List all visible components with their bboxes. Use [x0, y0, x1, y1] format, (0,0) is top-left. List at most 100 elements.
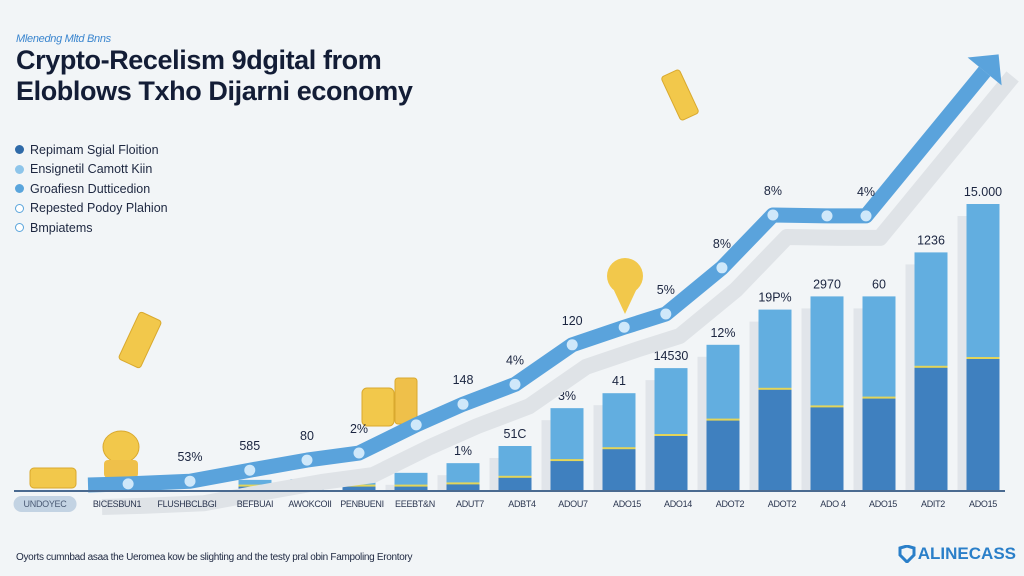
- bar-value-label: 1236: [917, 233, 945, 247]
- line-point: [767, 209, 779, 221]
- bar-value-label: 2970: [813, 277, 841, 291]
- bar-value-label: 60: [872, 277, 886, 291]
- decorations: [29, 69, 699, 489]
- gold-bar-icon: [118, 311, 162, 369]
- line-point: [184, 475, 196, 487]
- bar-split: [810, 405, 844, 408]
- legend-label: Groafiesn Dutticedion: [30, 181, 151, 196]
- bar-value-label: 14530: [654, 349, 689, 363]
- legend-dot-icon: [15, 184, 24, 194]
- bar-value-label: 41: [612, 374, 626, 388]
- line-point: [457, 398, 469, 410]
- coin-stack-icon: [361, 377, 418, 427]
- line-value-label: 2%: [350, 422, 368, 436]
- legend-label: Bmpiatems: [30, 220, 93, 235]
- x-tick-label: ADBT4: [508, 499, 536, 509]
- x-tick-label: BICESBUN1: [92, 499, 142, 509]
- title-line-1: Crypto-Recelism 9dgital from: [16, 45, 382, 75]
- line-value-label: 5%: [657, 283, 675, 297]
- bar-lower: [446, 483, 480, 490]
- line-point: [660, 308, 672, 320]
- brand-logo: ALINECASS: [898, 544, 1016, 564]
- trend-line-shadow: [101, 71, 1019, 515]
- line-point: [509, 378, 521, 390]
- legend-item: Groafiesn Dutticedion: [15, 179, 168, 199]
- bar-split: [862, 396, 896, 399]
- lightbulb-icon: [607, 258, 643, 314]
- bar-split: [966, 357, 1000, 359]
- line-value-label: 53%: [177, 450, 202, 464]
- x-tick-label: ADO 4: [820, 499, 846, 509]
- bar-lower: [654, 435, 688, 490]
- line-point: [410, 419, 422, 431]
- bar-split: [602, 447, 636, 450]
- bar-lower: [706, 419, 740, 490]
- bar-value-label: 1%: [454, 444, 472, 458]
- bar-split: [342, 484, 376, 487]
- bar-value-label: 12%: [710, 326, 735, 340]
- x-tick-label: ADOT2: [715, 499, 745, 509]
- legend: Repimam Sgial Floition Ensignetil Camott …: [15, 140, 168, 238]
- legend-dot-icon: [15, 145, 24, 155]
- bar-lower: [914, 366, 948, 490]
- line-point: [716, 262, 728, 274]
- x-tick-label: BEFBUAI: [236, 499, 274, 509]
- x-tick-label: ADOT2: [767, 499, 797, 509]
- bar-split: [550, 459, 584, 462]
- bar-lower: [758, 388, 792, 490]
- x-tick-label: ADO14: [663, 499, 693, 509]
- legend-item: Ensignetil Camott Kiin: [15, 160, 168, 180]
- bar-split: [654, 434, 688, 436]
- bar-value-label: 15.000: [964, 185, 1002, 199]
- legend-dot-icon: [15, 203, 24, 213]
- x-tick-label[interactable]: UNDOYEC: [13, 496, 77, 512]
- x-tick-label: ADO15: [968, 499, 998, 509]
- trend-line: [87, 66, 991, 493]
- legend-label: Repested Podoy Plahion: [30, 201, 168, 216]
- arrow-head-icon: [967, 54, 1002, 86]
- legend-item: Repimam Sgial Floition: [15, 140, 168, 160]
- x-tick-label: ADUT7: [455, 499, 485, 509]
- coin-stack-icon: [102, 430, 140, 478]
- line-point: [618, 321, 630, 333]
- bar-split: [914, 365, 948, 368]
- x-tick-label: ADO15: [612, 499, 642, 509]
- title-line-2: Eloblows Txho Dijarni economy: [16, 76, 413, 106]
- coin-stack-icon: [29, 467, 77, 489]
- line-value-label: 4%: [857, 185, 875, 199]
- x-tick-label: PENBUENI: [340, 499, 384, 509]
- x-tick-label: FLUSHBCLBGI: [157, 499, 217, 509]
- line-value-label: 585: [239, 439, 260, 453]
- x-tick-label: ADOU7: [558, 499, 588, 509]
- bar-split: [706, 418, 740, 421]
- bar-lower: [966, 358, 1000, 490]
- legend-label: Repimam Sgial Floition: [30, 142, 159, 157]
- line-value-label: 120: [562, 314, 583, 328]
- line-value-label: 80: [300, 429, 314, 443]
- legend-item: Bmpiatems: [15, 218, 168, 238]
- line-point: [122, 478, 134, 490]
- x-tick-label: ADIT2: [920, 499, 946, 509]
- legend-dot-icon: [15, 164, 24, 174]
- bar-lower: [394, 485, 428, 490]
- bar-split: [498, 475, 532, 478]
- page-title: Crypto-Recelism 9dgital from Eloblows Tx…: [16, 45, 413, 107]
- bar-lower: [862, 397, 896, 490]
- logo-icon: [898, 545, 916, 563]
- line-value-label: 148: [453, 373, 474, 387]
- legend-dot-icon: [15, 223, 24, 233]
- gold-bar-icon: [661, 69, 699, 121]
- bar-lower: [342, 485, 376, 490]
- bar-split: [446, 482, 480, 485]
- logo-text: ALINECASS: [917, 544, 1016, 563]
- legend-label: Ensignetil Camott Kiin: [30, 162, 153, 177]
- caption: Oyorts cumnbad asaa the Ueromea kow be s…: [16, 552, 413, 563]
- subtitle: Mlenedng Mltd Bnns: [16, 33, 111, 45]
- line-value-label: 4%: [506, 353, 524, 367]
- line-value-label: 8%: [713, 237, 731, 251]
- bar-lower: [810, 406, 844, 490]
- x-tick-label: ADO15: [868, 499, 898, 509]
- line-value-label: 8%: [764, 184, 782, 198]
- bar-value-label: 19P%: [758, 291, 791, 305]
